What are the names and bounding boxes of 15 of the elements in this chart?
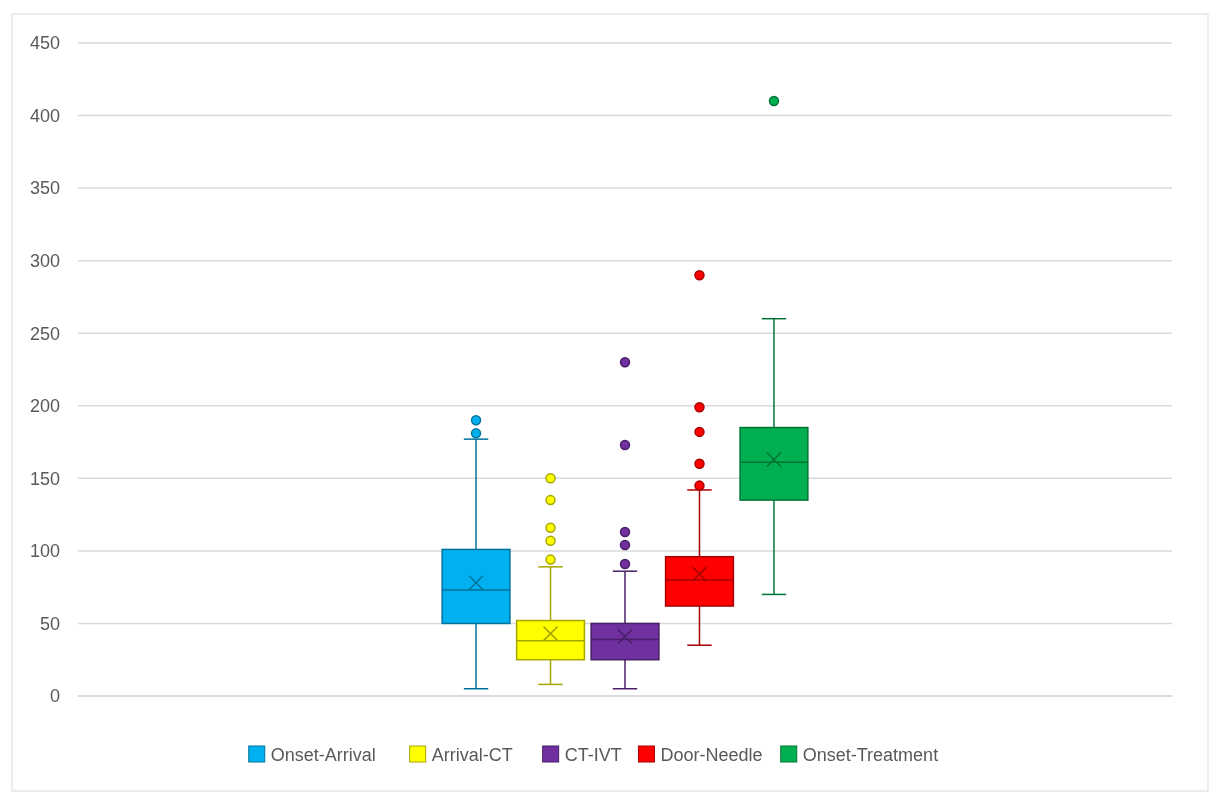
legend-label: Onset-Arrival [270, 745, 376, 766]
legend-label: CT-IVT [564, 745, 622, 766]
y-tick-label: 350 [29, 178, 60, 199]
y-tick-label: 200 [29, 396, 60, 417]
legend-label: Onset-Treatment [802, 745, 939, 766]
legend-label: Door-Needle [660, 745, 763, 766]
y-tick-label: 150 [29, 468, 60, 489]
y-tick-label: 300 [29, 250, 60, 271]
y-tick-label: 250 [29, 323, 60, 344]
y-tick-label: 400 [29, 105, 60, 126]
y-tick-label: 100 [29, 541, 60, 562]
y-tick-label: 50 [39, 613, 60, 634]
legend-label: Arrival-CT [431, 745, 513, 766]
y-tick-label: 0 [49, 686, 60, 707]
y-tick-label: 450 [29, 33, 60, 54]
